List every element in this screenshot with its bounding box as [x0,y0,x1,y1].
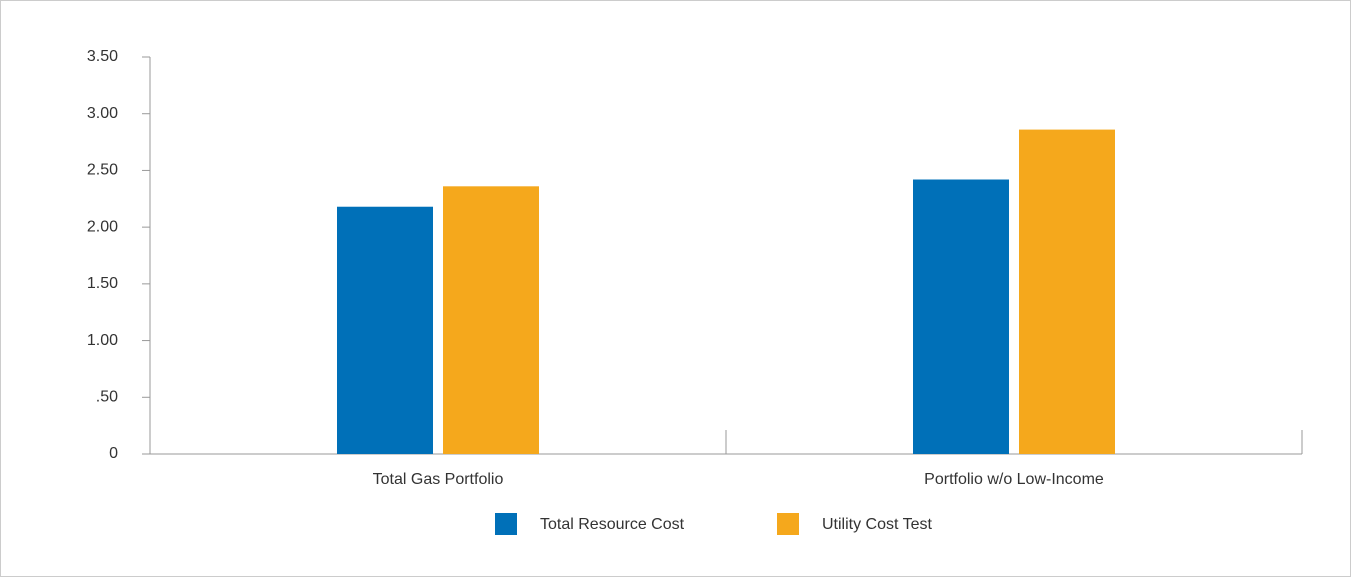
legend-swatch [495,513,517,535]
y-tick-label: 3.50 [87,48,118,65]
y-tick-label: 1.00 [87,332,118,349]
legend-label: Utility Cost Test [822,516,933,533]
bar [1019,129,1115,454]
y-tick-label: 3.00 [87,105,118,122]
y-tick-label: 0 [109,445,118,462]
bar [443,186,539,454]
y-tick-label: 2.50 [87,162,118,179]
y-tick-label: 1.50 [87,275,118,292]
x-tick-label: Portfolio w/o Low-Income [924,471,1104,488]
y-tick-label: .50 [96,389,118,406]
y-tick-label: 2.00 [87,218,118,235]
legend-label: Total Resource Cost [540,516,685,533]
bar [337,206,433,454]
x-tick-label: Total Gas Portfolio [373,471,504,488]
legend-swatch [777,513,799,535]
bar [913,179,1009,454]
